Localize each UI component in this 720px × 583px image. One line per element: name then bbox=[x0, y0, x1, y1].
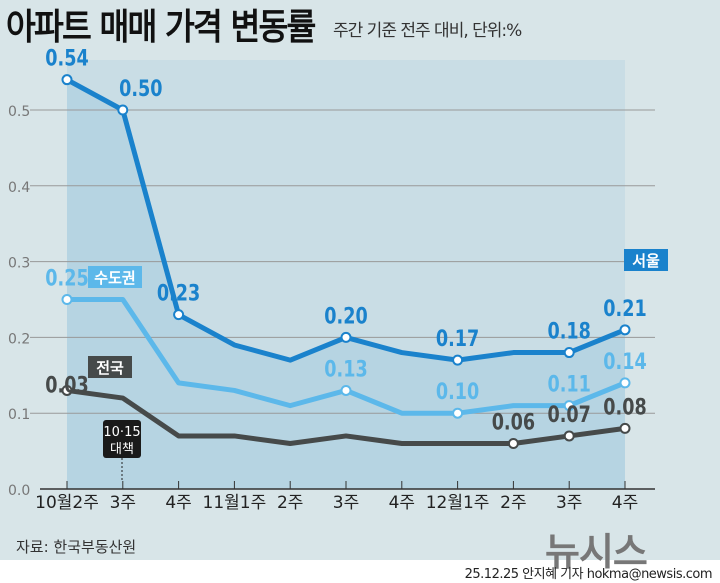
series-line-2 bbox=[66, 387, 626, 447]
data-label: 0.54 bbox=[45, 46, 88, 71]
data-point bbox=[452, 354, 464, 366]
data-label: 0.50 bbox=[119, 76, 162, 101]
legend-tag-1 bbox=[88, 266, 142, 288]
y-tick-label: 0.5 bbox=[8, 104, 30, 120]
x-tick-label: 4주 bbox=[612, 493, 638, 513]
y-tick-label: 0.0 bbox=[8, 483, 30, 499]
data-point bbox=[563, 430, 575, 442]
data-point bbox=[452, 407, 464, 419]
x-tick-label: 10월2주 bbox=[35, 493, 99, 513]
chart-title: 아파트 매매 가격 변동률 bbox=[6, 7, 316, 48]
data-label: 0.20 bbox=[324, 304, 367, 329]
x-tick-label: 2주 bbox=[500, 493, 526, 513]
y-tick-label: 0.1 bbox=[8, 407, 30, 423]
data-label: 0.14 bbox=[603, 349, 646, 374]
legend-label: 전국 bbox=[96, 359, 124, 377]
x-tick-label: 3주 bbox=[556, 493, 582, 513]
x-tick-label: 3주 bbox=[333, 493, 359, 513]
chart-subtitle: 주간 기준 전주 대비, 단위:% bbox=[333, 21, 522, 41]
data-point bbox=[61, 74, 73, 86]
policy-annotation-date: 10·15 bbox=[103, 425, 140, 440]
credit-line: 25.12.25 안지혜 기자 hokma@newsis.com bbox=[464, 567, 713, 582]
data-point bbox=[619, 422, 631, 434]
x-tick-label: 3주 bbox=[110, 493, 136, 513]
x-tick-label: 4주 bbox=[165, 493, 191, 513]
data-label: 0.10 bbox=[436, 379, 479, 404]
legend-label: 서울 bbox=[632, 252, 660, 270]
newsis-logo: 뉴시스 bbox=[545, 530, 648, 574]
data-point bbox=[619, 377, 631, 389]
data-label: 0.25 bbox=[45, 266, 88, 291]
y-tick-label: 0.3 bbox=[8, 256, 30, 272]
data-point bbox=[507, 438, 519, 450]
data-point bbox=[61, 384, 73, 396]
data-point bbox=[340, 384, 352, 396]
x-tick-label: 4주 bbox=[389, 493, 415, 513]
x-tick-label: 12월1주 bbox=[426, 493, 490, 513]
x-tick-label: 2주 bbox=[277, 493, 303, 513]
source-note: 자료: 한국부동산원 bbox=[16, 538, 137, 556]
y-tick-label: 0.4 bbox=[8, 180, 30, 196]
data-label: 0.03 bbox=[45, 373, 88, 398]
legend-tag-2 bbox=[88, 356, 132, 378]
data-point bbox=[563, 347, 575, 359]
x-tick-label: 11월1주 bbox=[203, 493, 267, 513]
data-point bbox=[563, 400, 575, 412]
policy-annotation-label: 대책 bbox=[110, 442, 134, 457]
data-label: 0.06 bbox=[492, 410, 535, 435]
data-point bbox=[61, 294, 73, 305]
data-label: 0.17 bbox=[436, 326, 479, 351]
data-point bbox=[117, 104, 129, 116]
data-label: 0.08 bbox=[603, 394, 646, 419]
data-label: 0.11 bbox=[548, 372, 591, 397]
data-point bbox=[340, 331, 352, 343]
legend-tag-0 bbox=[624, 249, 668, 271]
data-point bbox=[619, 324, 631, 336]
data-point bbox=[173, 309, 185, 321]
policy-annotation-box bbox=[103, 420, 141, 458]
data-label: 0.21 bbox=[603, 296, 646, 321]
data-label: 0.18 bbox=[548, 319, 591, 344]
legend-label: 수도권 bbox=[94, 269, 135, 287]
data-label: 0.07 bbox=[548, 402, 591, 427]
data-label: 0.13 bbox=[324, 357, 367, 382]
data-label: 0.23 bbox=[157, 281, 200, 306]
y-tick-label: 0.2 bbox=[8, 331, 30, 347]
